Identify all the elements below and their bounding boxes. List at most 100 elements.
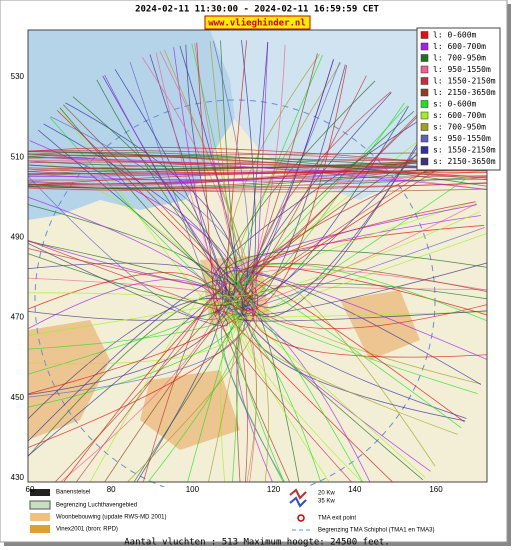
flight-track bbox=[28, 151, 487, 187]
flight-track bbox=[114, 69, 224, 314]
x-tick-label: 100 bbox=[186, 485, 200, 494]
flight-track bbox=[28, 158, 487, 170]
map bbox=[27, 29, 488, 501]
flight-track bbox=[28, 183, 487, 193]
flight-track bbox=[215, 250, 487, 298]
flight-track bbox=[28, 161, 487, 171]
legend-swatch bbox=[420, 77, 429, 85]
flight-track bbox=[155, 52, 231, 289]
flight-track bbox=[251, 42, 269, 321]
flight-track bbox=[221, 296, 322, 482]
flight-track bbox=[239, 110, 415, 284]
airport-swatch bbox=[29, 500, 51, 510]
flight-track bbox=[28, 164, 487, 172]
footer-label: 35 Kw bbox=[318, 499, 335, 505]
flight-track bbox=[63, 295, 232, 482]
x-tick-label: 160 bbox=[429, 485, 443, 494]
flight-track bbox=[50, 116, 253, 311]
flight-track bbox=[28, 279, 218, 330]
flight-track bbox=[28, 288, 259, 448]
legend-label: s: 0-600m bbox=[433, 100, 477, 109]
flight-track bbox=[232, 302, 458, 435]
flight-track bbox=[28, 170, 487, 191]
flight-track bbox=[235, 311, 273, 482]
flight-track bbox=[215, 301, 291, 482]
legend-label: l: 0-600m bbox=[433, 31, 477, 40]
flight-track bbox=[187, 274, 253, 482]
flight-track bbox=[218, 270, 482, 385]
legend-swatch bbox=[420, 146, 429, 154]
urban bbox=[140, 370, 240, 450]
runway-swatch bbox=[30, 489, 50, 496]
flight-track bbox=[28, 253, 231, 306]
legend-swatch bbox=[420, 65, 429, 74]
flight-track bbox=[28, 182, 487, 191]
flight-track bbox=[251, 91, 391, 307]
footer-label: TMA exit point bbox=[318, 516, 356, 522]
footer-label: Begrenzing TMA Schiphol (TMA1 en TMA3) bbox=[318, 528, 435, 534]
flight-track bbox=[243, 158, 454, 307]
tracks bbox=[28, 40, 487, 482]
flight-track bbox=[28, 304, 238, 365]
tma-exit-icon bbox=[297, 514, 305, 522]
flight-track bbox=[28, 150, 487, 166]
flight-track bbox=[245, 290, 466, 422]
flight-track bbox=[28, 293, 248, 458]
flight-track bbox=[236, 268, 487, 317]
flight-track bbox=[237, 305, 269, 482]
legend-label: l: 600-700m bbox=[433, 42, 486, 51]
site-name[interactable]: www.vlieghinder.nl bbox=[208, 18, 306, 29]
legend-label: l: 2150-3650m bbox=[433, 88, 496, 97]
legend-swatch bbox=[420, 100, 429, 108]
flight-track bbox=[215, 267, 487, 360]
flight-track bbox=[28, 242, 229, 327]
flight-track bbox=[251, 307, 467, 419]
footer-label: Woonbebouwing (update RWS-MD 2001) bbox=[56, 515, 167, 521]
legend-label: s: 1550-2150m bbox=[433, 146, 496, 155]
map-border bbox=[27, 29, 488, 483]
legend-box bbox=[416, 27, 501, 171]
flight-track bbox=[28, 299, 241, 336]
noise-icon bbox=[289, 496, 307, 508]
legend-label: l: 700-950m bbox=[433, 54, 486, 63]
flight-track bbox=[28, 150, 487, 190]
housing-swatch bbox=[30, 513, 50, 521]
y-tick-label: 430 bbox=[11, 473, 25, 482]
flight-track bbox=[89, 278, 221, 482]
flight-track bbox=[28, 240, 238, 316]
y-tick-label: 450 bbox=[11, 393, 25, 402]
flight-track bbox=[28, 314, 245, 408]
flight-track bbox=[240, 225, 485, 300]
flight-track bbox=[234, 314, 258, 482]
legend-swatch bbox=[420, 54, 429, 62]
summary: Aantal vluchten : 513 Maximum hoogte: 24… bbox=[124, 538, 390, 548]
flight-track bbox=[196, 42, 218, 314]
flight-track bbox=[232, 272, 462, 429]
flight-track bbox=[248, 106, 409, 297]
flight-track bbox=[28, 299, 238, 375]
flight-track bbox=[28, 172, 487, 175]
legend-label: l: 1550-2150m bbox=[433, 77, 496, 86]
flight-track bbox=[28, 154, 487, 172]
flight-track bbox=[194, 43, 255, 320]
x-tick-label: 60 bbox=[26, 485, 35, 494]
legend-label: s: 600-700m bbox=[433, 111, 486, 120]
legend-swatch bbox=[420, 123, 429, 131]
flight-track bbox=[220, 289, 248, 482]
flight-track bbox=[220, 304, 394, 482]
flight-track bbox=[231, 312, 240, 482]
flight-track bbox=[96, 79, 249, 294]
y-tick-label: 530 bbox=[11, 72, 25, 81]
footer-label: Begrenzing Luchthavengebied bbox=[56, 503, 137, 509]
legend-swatch bbox=[420, 42, 429, 51]
flight-track bbox=[225, 65, 348, 311]
flight-track bbox=[212, 118, 422, 286]
flight-track bbox=[223, 80, 376, 283]
site-badge bbox=[204, 15, 311, 30]
legend: l: 0-600m l: 600-700m l: 700-950m l: 950-15… bbox=[416, 27, 501, 171]
y-tick-label: 510 bbox=[11, 152, 25, 161]
flight-track bbox=[126, 311, 258, 482]
flight-track bbox=[228, 53, 320, 298]
flight-track bbox=[28, 175, 487, 181]
